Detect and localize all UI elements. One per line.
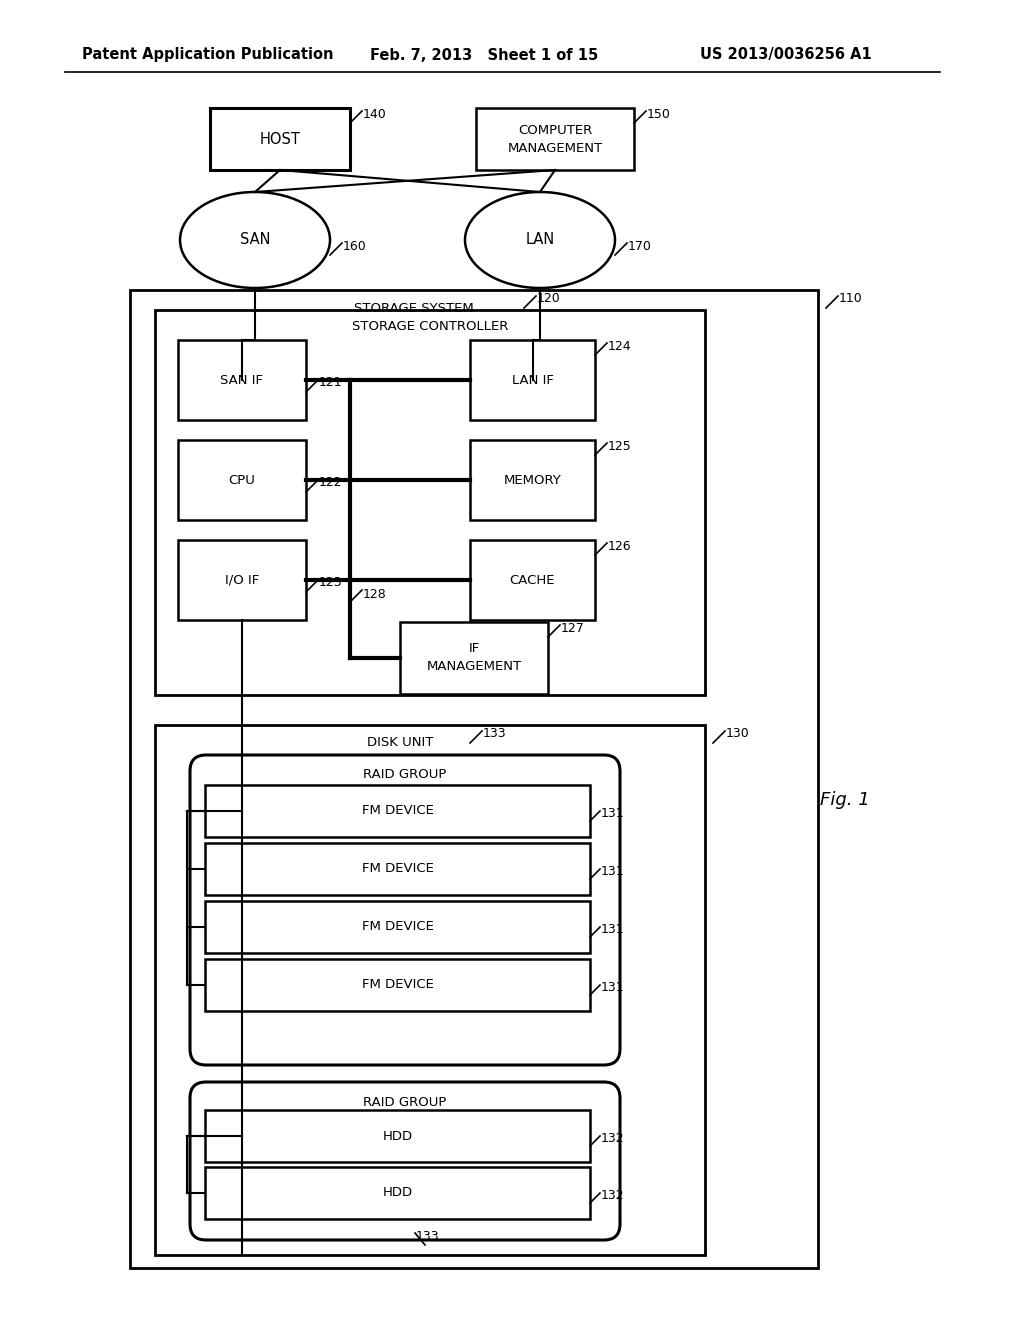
Text: US 2013/0036256 A1: US 2013/0036256 A1 [700, 48, 871, 62]
Text: HDD: HDD [382, 1130, 413, 1143]
Bar [205, 960, 590, 1011]
Bar [205, 1167, 590, 1218]
Text: FM DEVICE: FM DEVICE [361, 862, 433, 875]
Bar [470, 540, 595, 620]
Text: RAID GROUP: RAID GROUP [364, 768, 446, 781]
Text: CPU: CPU [228, 474, 255, 487]
Bar [155, 725, 705, 1255]
Text: DISK UNIT: DISK UNIT [367, 737, 433, 750]
Text: STORAGE SYSTEM: STORAGE SYSTEM [354, 301, 474, 314]
Bar [470, 440, 595, 520]
Text: COMPUTER: COMPUTER [518, 124, 592, 136]
Text: 121: 121 [319, 376, 343, 389]
Text: RAID GROUP: RAID GROUP [364, 1096, 446, 1109]
Bar [178, 341, 306, 420]
Bar [130, 290, 818, 1269]
Text: 128: 128 [362, 587, 387, 601]
Text: 160: 160 [343, 240, 367, 253]
Text: 132: 132 [601, 1133, 625, 1144]
Text: 131: 131 [601, 807, 625, 820]
Text: 110: 110 [839, 292, 863, 305]
Text: 126: 126 [608, 540, 632, 553]
Bar [400, 622, 548, 694]
Bar [205, 843, 590, 895]
FancyBboxPatch shape [190, 755, 620, 1065]
Text: SAN: SAN [240, 232, 270, 248]
Text: MEMORY: MEMORY [504, 474, 561, 487]
Text: FM DEVICE: FM DEVICE [361, 978, 433, 991]
Text: 140: 140 [362, 108, 387, 121]
Text: I/O IF: I/O IF [225, 573, 259, 586]
Text: 120: 120 [537, 292, 561, 305]
Text: MANAGEMENT: MANAGEMENT [508, 141, 602, 154]
Text: LAN IF: LAN IF [512, 374, 553, 387]
Text: 133: 133 [483, 727, 507, 741]
Text: 131: 131 [601, 865, 625, 878]
Text: HOST: HOST [259, 132, 300, 147]
Bar [476, 108, 634, 170]
Text: 132: 132 [601, 1189, 625, 1203]
Text: 124: 124 [608, 341, 632, 352]
Text: 127: 127 [561, 622, 585, 635]
Text: Feb. 7, 2013   Sheet 1 of 15: Feb. 7, 2013 Sheet 1 of 15 [370, 48, 598, 62]
Bar [205, 1110, 590, 1162]
Text: 123: 123 [319, 576, 343, 589]
Text: Patent Application Publication: Patent Application Publication [82, 48, 334, 62]
Ellipse shape [180, 191, 330, 288]
Text: LAN: LAN [525, 232, 555, 248]
Text: FM DEVICE: FM DEVICE [361, 804, 433, 817]
Text: 170: 170 [628, 240, 652, 253]
Text: IF: IF [468, 643, 479, 656]
Bar [178, 440, 306, 520]
Text: FM DEVICE: FM DEVICE [361, 920, 433, 933]
Text: 150: 150 [647, 108, 671, 121]
Bar [210, 108, 350, 170]
Text: SAN IF: SAN IF [220, 374, 263, 387]
FancyBboxPatch shape [190, 1082, 620, 1239]
Text: STORAGE CONTROLLER: STORAGE CONTROLLER [352, 319, 508, 333]
Text: 122: 122 [319, 477, 343, 488]
Bar [205, 902, 590, 953]
Text: CACHE: CACHE [510, 573, 555, 586]
Text: Fig. 1: Fig. 1 [820, 791, 869, 809]
Text: 131: 131 [601, 923, 625, 936]
Ellipse shape [465, 191, 615, 288]
Text: MANAGEMENT: MANAGEMENT [426, 660, 521, 673]
Text: 133: 133 [416, 1230, 439, 1243]
Text: 130: 130 [726, 727, 750, 741]
Bar [470, 341, 595, 420]
Text: HDD: HDD [382, 1187, 413, 1200]
Text: 131: 131 [601, 981, 625, 994]
Bar [155, 310, 705, 696]
Text: 125: 125 [608, 440, 632, 453]
Bar [205, 785, 590, 837]
Bar [178, 540, 306, 620]
